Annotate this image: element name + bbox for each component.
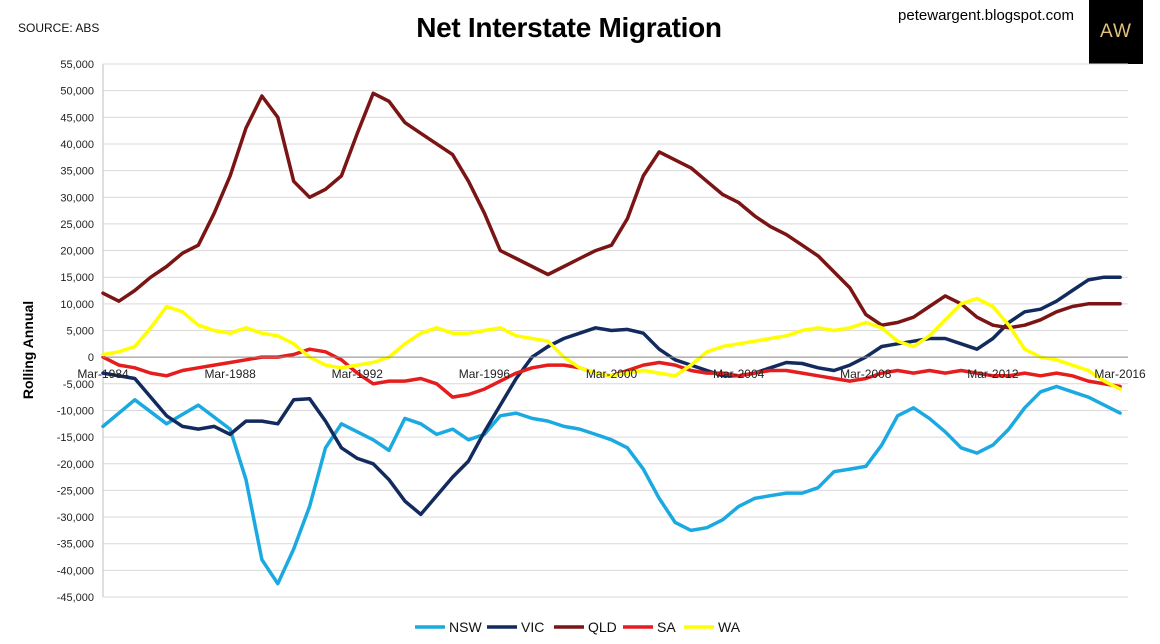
y-tick-label: 20,000 [60,246,94,258]
aw-logo: AW [1089,0,1143,64]
y-tick-label: 35,000 [60,166,94,178]
legend-label-nsw: NSW [449,619,482,635]
y-tick-label: -15,000 [57,432,94,444]
x-tick-label: Mar-1984 [77,367,129,381]
y-tick-labels: 55,000 50,000 45,000 40,000 35,000 30,000 25,0… [57,59,94,604]
series-line-qld [101,91,1122,330]
x-tick-label: Mar-2008 [840,367,892,381]
y-tick-label: 40,000 [60,139,94,151]
legend-label-vic: VIC [521,619,544,635]
y-tick-label: -10,000 [57,405,94,417]
blog-url: petewargent.blogspot.com [898,7,1074,24]
x-tick-label: Mar-1996 [459,367,511,381]
x-tick-label: Mar-1992 [332,367,384,381]
legend-label-wa: WA [718,619,741,635]
legend: NSW VIC QLD SA WA [415,619,741,635]
y-tick-label: 0 [88,352,94,364]
y-tick-label: 15,000 [60,272,94,284]
source-note: SOURCE: ABS [18,21,100,35]
y-tick-label: 45,000 [60,112,94,124]
x-tick-label: Mar-2012 [967,367,1019,381]
y-tick-label: -40,000 [57,565,94,577]
series-line-vic [101,275,1122,517]
y-tick-label: -35,000 [57,539,94,551]
legend-label-qld: QLD [588,619,617,635]
y-tick-label: 30,000 [60,192,94,204]
y-tick-label: -30,000 [57,512,94,524]
y-tick-label: -25,000 [57,485,94,497]
series-line-wa [101,296,1122,391]
x-tick-label: Mar-2016 [1094,367,1146,381]
y-tick-label: 10,000 [60,299,94,311]
y-tick-label: 5,000 [66,326,94,338]
series-line-nsw [101,384,1122,586]
y-tick-label: -20,000 [57,459,94,471]
chart-title: Net Interstate Migration [416,12,722,43]
y-tick-label: 50,000 [60,86,94,98]
y-tick-label: 25,000 [60,219,94,231]
y-tick-label: -45,000 [57,592,94,604]
y-tick-label: 55,000 [60,59,94,71]
legend-label-sa: SA [657,619,676,635]
x-tick-label: Mar-2000 [586,367,638,381]
x-tick-label: Mar-2004 [713,367,765,381]
y-tick-label: -5,000 [63,379,94,391]
x-tick-labels: Mar-1984 Mar-1988 Mar-1992 Mar-1996 Mar-2000… [77,356,1146,381]
series-lines [101,91,1122,586]
x-tick-label: Mar-1988 [204,367,256,381]
